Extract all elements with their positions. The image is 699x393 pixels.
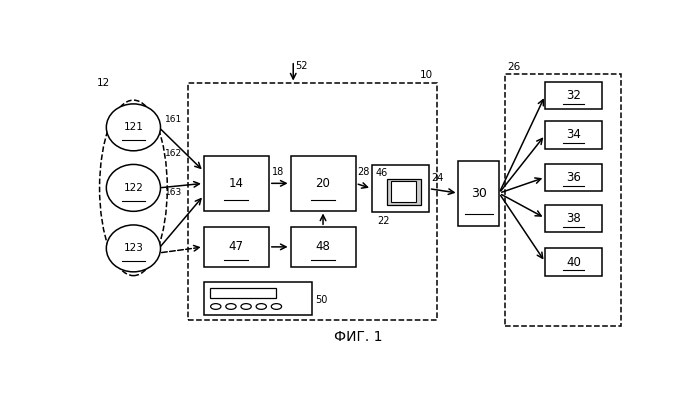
- Ellipse shape: [106, 164, 161, 211]
- Text: 28: 28: [357, 167, 370, 177]
- Bar: [387, 179, 421, 204]
- Text: 46: 46: [375, 168, 388, 178]
- Text: 30: 30: [471, 187, 487, 200]
- Ellipse shape: [99, 100, 167, 275]
- Text: 123: 123: [124, 243, 143, 253]
- Bar: [545, 82, 602, 109]
- Text: 34: 34: [566, 129, 581, 141]
- Text: ФИГ. 1: ФИГ. 1: [334, 331, 382, 344]
- Ellipse shape: [106, 104, 161, 151]
- Ellipse shape: [106, 225, 161, 272]
- Bar: [545, 163, 602, 191]
- Text: 20: 20: [315, 177, 331, 190]
- Text: 163: 163: [165, 188, 182, 197]
- Text: 38: 38: [566, 212, 581, 225]
- Bar: [391, 181, 416, 202]
- Bar: [204, 282, 312, 315]
- Text: 121: 121: [124, 122, 143, 132]
- Bar: [204, 227, 269, 266]
- Text: 32: 32: [566, 89, 581, 102]
- Text: 24: 24: [431, 173, 444, 183]
- Bar: [459, 161, 499, 226]
- Text: 161: 161: [165, 115, 182, 124]
- Text: 48: 48: [315, 241, 331, 253]
- Text: 10: 10: [419, 70, 433, 81]
- Bar: [187, 83, 437, 320]
- Bar: [545, 204, 602, 232]
- Bar: [291, 227, 356, 266]
- Bar: [291, 156, 356, 211]
- Bar: [545, 248, 602, 275]
- Text: 50: 50: [315, 295, 327, 305]
- Text: 40: 40: [566, 255, 581, 268]
- Text: 14: 14: [229, 177, 244, 190]
- Text: 36: 36: [566, 171, 581, 184]
- Bar: [204, 156, 269, 211]
- Bar: [545, 121, 602, 149]
- Bar: [210, 288, 276, 298]
- Text: 22: 22: [377, 216, 390, 226]
- Text: 47: 47: [229, 241, 244, 253]
- Text: 122: 122: [124, 183, 143, 193]
- Text: 18: 18: [271, 167, 284, 177]
- Text: 162: 162: [165, 149, 182, 158]
- Text: 26: 26: [507, 62, 521, 72]
- Bar: [505, 74, 621, 325]
- Text: 52: 52: [296, 61, 308, 72]
- Text: 12: 12: [97, 78, 110, 88]
- Bar: [372, 165, 428, 212]
